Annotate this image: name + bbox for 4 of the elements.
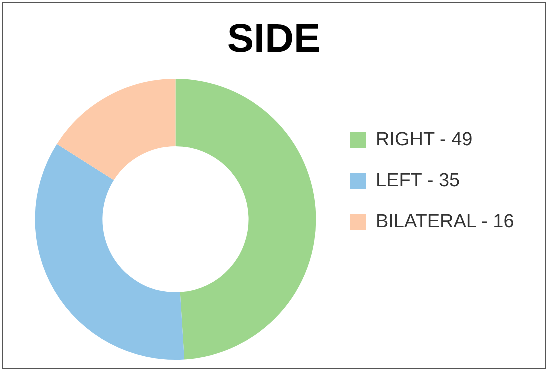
legend-label: BILATERAL - 16 [376,212,514,233]
chart-title: SIDE [227,17,321,62]
legend-label: LEFT - 35 [376,170,460,192]
legend-label: RIGHT - 49 [376,130,473,151]
